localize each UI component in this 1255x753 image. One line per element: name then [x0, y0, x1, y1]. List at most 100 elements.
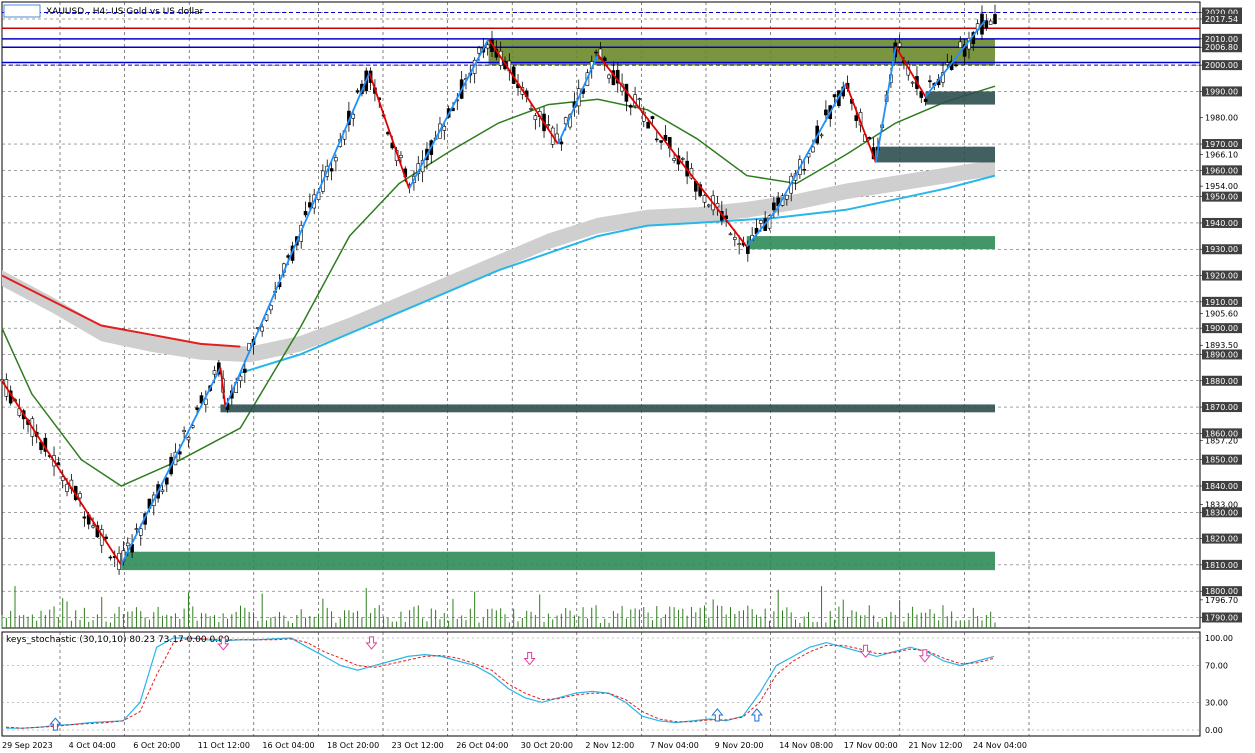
price-axis-label: 1833.00	[1205, 500, 1238, 509]
candle-body	[563, 117, 568, 125]
price-badge-label: 1930.00	[1205, 245, 1238, 254]
time-axis-label: 7 Nov 04:00	[650, 741, 699, 750]
time-axis-label: 26 Oct 04:00	[456, 741, 508, 750]
candle-body	[646, 121, 650, 129]
candle-body	[659, 140, 663, 143]
price-badge-label: 2017.54	[1205, 15, 1238, 24]
time-axis-label: 18 Oct 20:00	[327, 741, 379, 750]
candle-body	[988, 20, 993, 25]
candle-body	[984, 20, 989, 29]
candle-body	[303, 211, 308, 216]
time-axis-label: 6 Oct 20:00	[133, 741, 180, 750]
time-axis-label: 23 Oct 12:00	[392, 741, 444, 750]
candle-body	[204, 398, 208, 405]
price-badge	[1202, 244, 1242, 255]
candle-body	[269, 304, 273, 311]
zigzag-up-segment	[874, 46, 897, 163]
candle-body	[533, 115, 538, 120]
price-axis-label: 1893.50	[1205, 341, 1238, 350]
zigzag-down-segment	[368, 72, 410, 190]
candle-body	[945, 62, 950, 65]
candle-body	[602, 57, 607, 62]
price-badge-label: 1820.00	[1205, 535, 1238, 544]
candle-body	[186, 436, 191, 441]
time-axis-label: 29 Sep 2023	[2, 741, 53, 750]
price-badge	[1202, 191, 1242, 202]
candle-body	[746, 245, 750, 254]
candle-body	[125, 542, 130, 547]
stochastic-indicator-label: keys_stochastic (30,10,10) 80.23 73.17 0…	[6, 635, 230, 645]
candle-body	[698, 184, 702, 196]
time-axis-label: 9 Nov 20:00	[715, 741, 764, 750]
price-badge-label: 1900.00	[1205, 324, 1238, 333]
candle-body	[264, 314, 269, 321]
candle-body	[867, 137, 872, 139]
price-axis-label: 1966.10	[1205, 150, 1238, 159]
stochastic-signal-line	[5, 637, 995, 729]
candle-body	[243, 368, 247, 373]
candle-body	[334, 157, 338, 162]
candle-body	[559, 141, 564, 145]
candle-body	[160, 489, 165, 492]
candle-body	[108, 556, 113, 559]
candle-body	[962, 44, 967, 57]
candle-body	[164, 477, 169, 485]
stochastic-axis-label: 0.00	[1205, 726, 1223, 735]
price-badge-label: 2010.00	[1205, 35, 1238, 44]
price-badge-label: 1830.00	[1205, 508, 1238, 517]
candle-body	[707, 204, 711, 207]
candle-body	[56, 462, 61, 466]
candle-body	[329, 168, 334, 172]
time-axis-label: 21 Nov 12:00	[908, 741, 962, 750]
candle-body	[802, 168, 807, 171]
chart-symbol-icon[interactable]	[3, 4, 41, 18]
price-badge-label: 2020.00	[1205, 9, 1238, 18]
price-badge-label: 1880.00	[1205, 377, 1238, 386]
price-badge	[1202, 480, 1242, 491]
candle-body	[199, 395, 204, 404]
candle-body	[785, 194, 789, 200]
ma-fast-line	[1, 85, 996, 487]
candle-body	[954, 64, 958, 67]
candle-body	[91, 525, 95, 528]
price-badge-label: 1870.00	[1205, 403, 1238, 412]
arrow-up-icon	[711, 708, 724, 722]
candle-body	[923, 98, 928, 102]
candle-body	[212, 370, 217, 375]
arrow-down-icon	[859, 644, 872, 658]
candle-body	[702, 195, 707, 203]
stochastic-axis-label: 30.00	[1205, 698, 1228, 707]
price-axis-label: 1980.00	[1205, 114, 1238, 123]
price-badge-label: 2000.00	[1205, 61, 1238, 70]
price-badge	[1202, 507, 1242, 518]
candle-body	[733, 237, 737, 240]
price-badge	[1202, 165, 1242, 176]
candle-body	[958, 41, 963, 48]
candle-body	[65, 483, 69, 492]
price-badge	[1202, 586, 1242, 597]
candle-body	[728, 233, 733, 236]
candle-body	[897, 42, 902, 47]
candle-body	[615, 69, 620, 84]
price-badge	[1202, 270, 1242, 281]
candle-body	[772, 202, 776, 211]
candle-body	[654, 138, 659, 141]
zigzag-up-segment	[775, 83, 847, 211]
price-badge-label: 1920.00	[1205, 272, 1238, 281]
price-badge-label: 1990.00	[1205, 87, 1238, 96]
candle-body	[355, 90, 360, 93]
zone-green	[746, 236, 995, 250]
candle-body	[529, 108, 533, 110]
candle-body	[759, 220, 763, 224]
candle-body	[910, 81, 915, 84]
price-badge	[1202, 454, 1242, 465]
candle-body	[260, 326, 264, 332]
candle-body	[715, 202, 720, 208]
candle-body	[628, 105, 633, 108]
candle-body	[546, 124, 551, 126]
price-badge	[1202, 217, 1242, 228]
price-badge	[1202, 60, 1242, 71]
ma-long-line	[240, 174, 996, 374]
